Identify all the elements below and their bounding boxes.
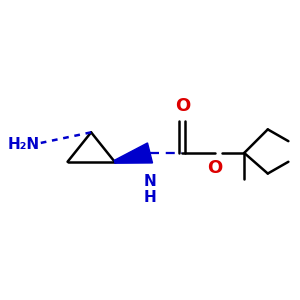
Text: N
H: N H bbox=[144, 174, 156, 205]
Text: O: O bbox=[207, 159, 222, 177]
Text: O: O bbox=[175, 97, 190, 115]
Polygon shape bbox=[114, 143, 152, 163]
Text: H₂N: H₂N bbox=[7, 136, 40, 152]
